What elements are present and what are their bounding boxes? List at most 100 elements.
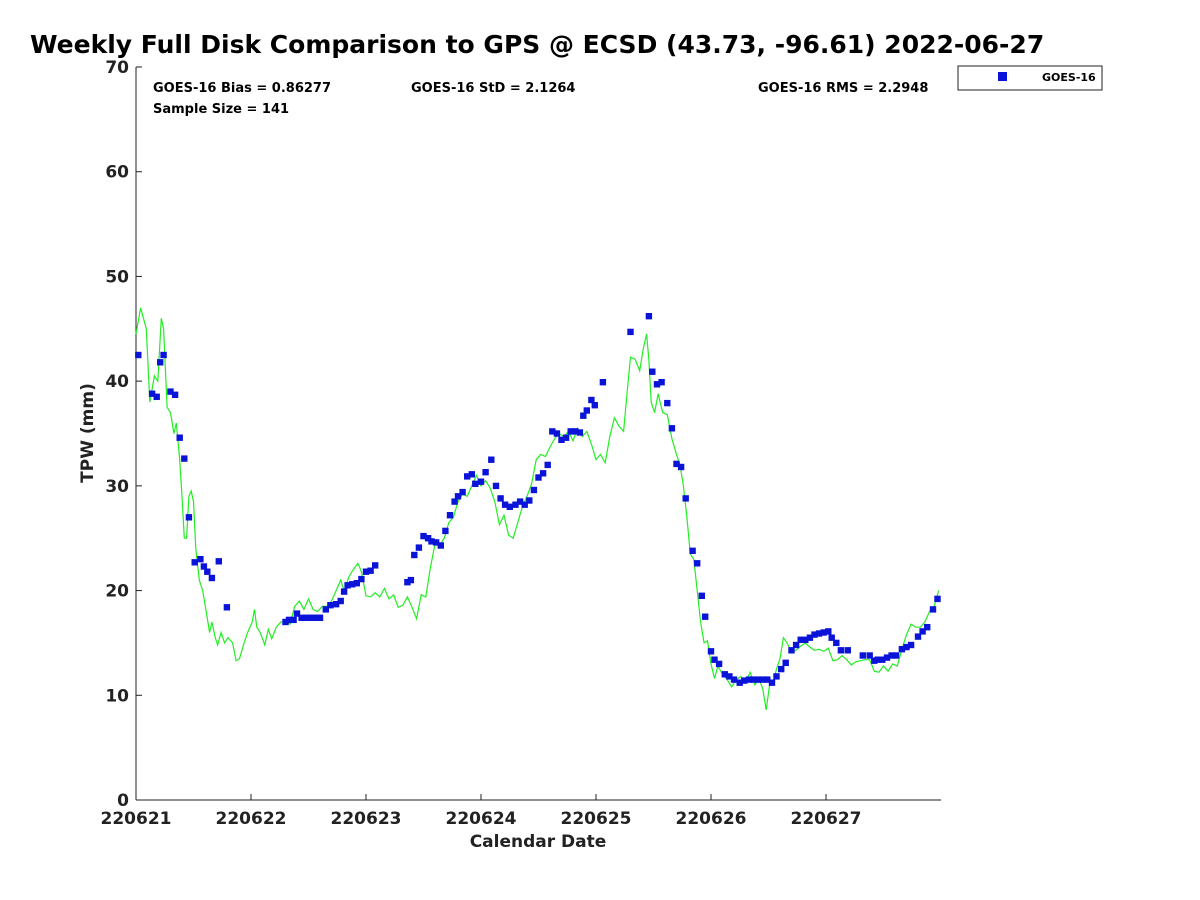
goes-point	[200, 563, 208, 570]
x-tick-label: 220627	[791, 809, 862, 829]
stat-std: GOES-16 StD = 2.1264	[411, 81, 575, 96]
goes-point	[599, 379, 607, 386]
goes-point	[327, 602, 334, 609]
goes-point	[477, 478, 485, 485]
goes-point	[677, 463, 685, 471]
goes-point	[859, 652, 866, 659]
goes-point	[689, 547, 696, 554]
stat-sample-size: Sample Size = 141	[153, 102, 289, 117]
goes-point	[181, 455, 188, 462]
goes-point	[535, 474, 542, 481]
goes-point	[866, 652, 873, 659]
goes-point	[290, 616, 297, 624]
goes-point	[411, 551, 418, 559]
goes-point	[298, 614, 305, 621]
goes-point	[160, 351, 167, 359]
goes-point	[516, 498, 524, 505]
goes-point	[322, 606, 329, 613]
stat-bias: GOES-16 Bias = 0.86277	[153, 81, 331, 96]
y-axis-label: TPW (mm)	[78, 383, 98, 483]
goes-point	[472, 480, 479, 487]
goes-point	[446, 512, 454, 519]
goes-point	[833, 639, 840, 647]
goes-point	[698, 592, 705, 599]
goes-point	[715, 660, 723, 668]
goes-point	[420, 532, 427, 540]
goes-point	[316, 614, 324, 621]
goes-point	[645, 313, 653, 320]
goes-point	[306, 614, 313, 621]
goes-point	[736, 679, 743, 686]
chart-title: Weekly Full Disk Comparison to GPS @ ECS…	[30, 30, 1045, 59]
goes-point	[512, 501, 519, 508]
y-tick-label: 70	[105, 58, 129, 78]
goes-point	[293, 610, 301, 617]
goes-point	[919, 628, 926, 635]
goes-point	[332, 601, 340, 608]
goes-point	[432, 539, 440, 546]
goes-point	[627, 328, 634, 336]
labels: GOES-16 Bias = 0.86277 GOES-16 StD = 2.1…	[78, 81, 928, 852]
goes-point	[153, 393, 160, 400]
goes-point	[806, 634, 814, 641]
goes-point	[558, 436, 565, 443]
y-tick-label: 50	[105, 267, 129, 287]
legend: GOES-16	[957, 65, 1103, 91]
goes-point	[934, 595, 941, 603]
goes-point	[782, 659, 789, 666]
goes-point	[442, 527, 449, 535]
stat-rms: GOES-16 RMS = 2.2948	[758, 81, 928, 96]
goes-point	[750, 676, 757, 683]
goes-point	[530, 486, 538, 494]
goes-point	[482, 469, 489, 476]
goes-point	[501, 501, 509, 508]
goes-point	[285, 616, 293, 624]
x-tick-label: 220624	[446, 809, 517, 829]
goes-point	[464, 473, 471, 480]
goes-point	[428, 538, 435, 545]
y-tick-label: 60	[105, 163, 129, 183]
goes-point	[549, 428, 556, 435]
gps-series	[135, 307, 940, 710]
goes-point	[764, 676, 771, 683]
goes-point	[340, 588, 348, 595]
goes-point	[303, 614, 310, 621]
goes-point	[215, 558, 222, 565]
legend-box	[957, 65, 1103, 91]
goes-point	[929, 606, 937, 613]
goes-point	[204, 568, 211, 575]
goes-point	[454, 493, 462, 500]
goes-point	[892, 652, 900, 659]
goes-point	[437, 542, 444, 549]
goes-point	[282, 618, 289, 626]
goes-point	[788, 647, 795, 654]
goes-point	[778, 665, 785, 673]
goes-point	[313, 614, 320, 621]
y-tick-label: 40	[105, 372, 129, 392]
x-tick-label: 220625	[561, 809, 632, 829]
goes-point	[167, 388, 174, 395]
goes-point	[707, 648, 715, 655]
goes-point	[223, 604, 231, 611]
goes-point	[367, 567, 374, 574]
goes-point	[721, 671, 728, 678]
goes-point	[844, 647, 851, 654]
goes-point	[506, 503, 513, 510]
goes-point	[349, 581, 356, 588]
goes-point	[497, 495, 504, 502]
goes-point	[649, 368, 656, 375]
goes-point	[924, 624, 931, 631]
goes-point	[451, 498, 458, 505]
goes-point	[539, 470, 547, 477]
goes-point	[802, 636, 809, 643]
goes-point	[879, 656, 886, 663]
goes-point	[208, 574, 216, 582]
goes-point	[837, 647, 845, 654]
goes-point	[404, 579, 411, 586]
goes-point	[797, 636, 804, 643]
goes-point	[157, 359, 164, 366]
y-tick-label: 10	[105, 686, 129, 706]
x-tick-label: 220623	[331, 809, 402, 829]
goes-point	[468, 471, 475, 478]
